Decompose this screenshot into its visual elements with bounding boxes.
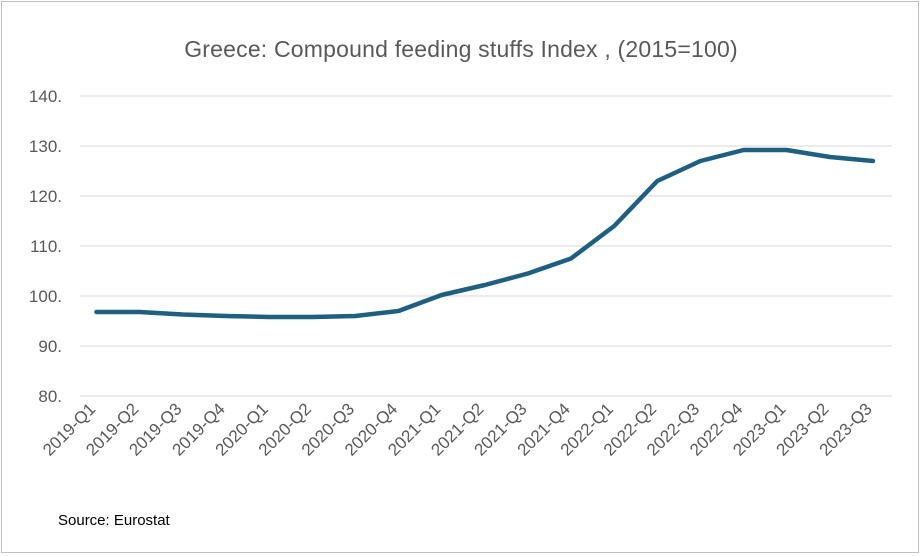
series-line: [94, 147, 876, 320]
chart-title: Greece: Compound feeding stuffs Index , …: [184, 36, 738, 62]
source-note: Source: Eurostat: [58, 512, 170, 529]
y-tick-label: 80.: [38, 387, 62, 406]
y-tick-label: 120.: [29, 187, 62, 206]
y-tick-label: 110.: [30, 237, 62, 256]
y-tick-label: 100.: [29, 287, 62, 306]
y-tick-label: 90.: [38, 337, 62, 356]
y-tick-label: 140.: [29, 87, 62, 106]
y-tick-label: 130.: [29, 137, 62, 156]
